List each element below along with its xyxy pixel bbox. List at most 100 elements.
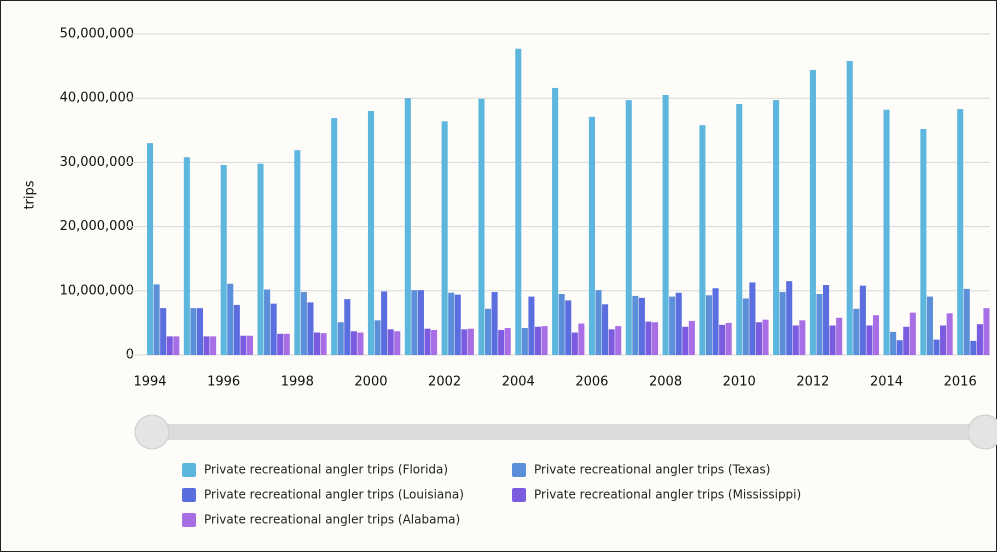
bar — [331, 118, 338, 356]
bar — [699, 125, 706, 355]
bar — [160, 308, 167, 355]
bar — [799, 320, 806, 355]
bar — [762, 319, 769, 355]
x-tick-label: 2016 — [944, 375, 977, 390]
bar — [669, 296, 676, 355]
bar — [608, 329, 615, 355]
bar — [394, 331, 401, 355]
bar — [498, 329, 505, 355]
bar — [367, 111, 375, 355]
bar — [615, 326, 622, 355]
bar — [675, 292, 682, 355]
bar — [196, 308, 204, 355]
x-tick-label: 1998 — [281, 375, 314, 390]
bar — [240, 335, 247, 355]
bar — [809, 69, 816, 356]
y-tick-label: 30,000,000 — [60, 155, 134, 170]
bar — [448, 292, 455, 355]
bar — [829, 325, 836, 355]
bar — [565, 300, 572, 355]
legend-label[interactable]: Private recreational angler trips (Texas… — [534, 463, 770, 477]
legend-label[interactable]: Private recreational angler trips (Missi… — [534, 488, 801, 502]
bar — [946, 313, 953, 355]
x-tick-label: 2008 — [649, 375, 682, 390]
bar — [682, 326, 689, 355]
legend-label[interactable]: Private recreational angler trips (Alaba… — [204, 513, 460, 527]
x-tick-label: 2010 — [723, 375, 756, 390]
legend-swatch[interactable] — [182, 463, 196, 477]
bar — [742, 298, 749, 355]
x-tick-label: 1996 — [207, 375, 240, 390]
bar — [257, 163, 264, 355]
bar — [283, 333, 290, 355]
bar — [853, 308, 860, 355]
bar — [896, 340, 903, 355]
bar — [485, 308, 492, 355]
bar — [203, 336, 210, 355]
bar — [264, 289, 271, 355]
bar — [504, 328, 511, 355]
bar — [890, 331, 897, 355]
bar — [337, 322, 344, 355]
bar — [792, 325, 799, 355]
bar — [528, 296, 535, 355]
bar — [541, 326, 548, 355]
legend-swatch[interactable] — [182, 513, 196, 527]
bar — [662, 94, 669, 356]
slider-track — [152, 424, 985, 440]
bar — [859, 285, 866, 355]
legend-swatch[interactable] — [512, 463, 526, 477]
bar — [957, 109, 964, 355]
bar — [903, 326, 910, 355]
legend-label[interactable]: Private recreational angler trips (Flori… — [204, 463, 448, 477]
bar — [725, 322, 732, 355]
bar — [320, 333, 327, 355]
bar — [638, 297, 645, 355]
bar — [571, 332, 578, 355]
bar — [963, 288, 970, 355]
bar — [578, 323, 585, 355]
bar — [712, 288, 719, 355]
bar — [755, 322, 762, 355]
slider-handle[interactable] — [134, 414, 170, 450]
legend-swatch[interactable] — [512, 488, 526, 502]
bar — [773, 100, 780, 355]
bar — [602, 304, 609, 355]
y-tick-label: 50,000,000 — [60, 27, 134, 42]
legend-swatch[interactable] — [182, 488, 196, 502]
bar — [441, 121, 448, 355]
bar — [173, 336, 180, 355]
bar — [688, 320, 695, 355]
bar — [933, 339, 940, 355]
legend-label[interactable]: Private recreational angler trips (Louis… — [204, 488, 464, 502]
bar — [233, 304, 240, 355]
bar — [823, 285, 830, 355]
bar — [595, 290, 602, 355]
x-tick-label: 2006 — [575, 375, 608, 390]
bar — [147, 143, 154, 355]
bar — [166, 336, 173, 355]
bar — [983, 308, 990, 355]
bar — [227, 283, 234, 355]
bar — [632, 295, 639, 355]
bar — [940, 325, 947, 355]
bar — [652, 322, 659, 355]
slider-handle[interactable] — [967, 414, 997, 450]
bar — [210, 336, 217, 355]
bar — [314, 332, 321, 355]
y-tick-label: 20,000,000 — [60, 219, 134, 234]
bar — [552, 87, 559, 355]
bar — [461, 329, 468, 355]
x-tick-label: 2012 — [796, 375, 829, 390]
y-axis-label: trips — [23, 180, 38, 209]
bar — [749, 282, 756, 355]
bar — [534, 326, 542, 355]
bar — [357, 332, 364, 355]
bar — [515, 48, 522, 356]
bar — [909, 312, 916, 355]
bar — [521, 328, 528, 355]
bar — [424, 328, 431, 355]
bar — [816, 294, 823, 355]
